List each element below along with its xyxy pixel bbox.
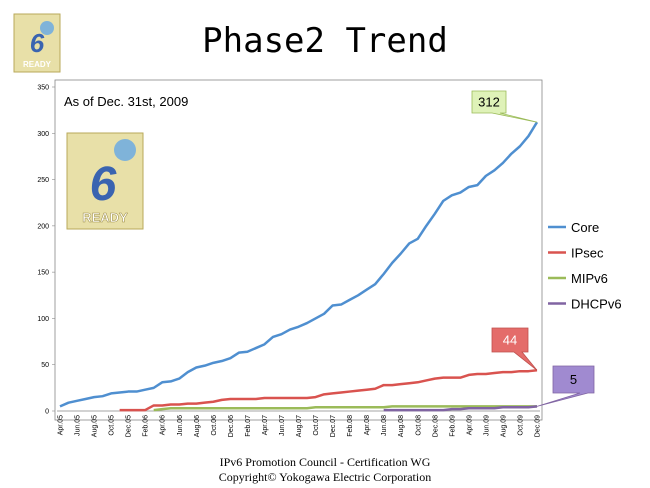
- annotation: As of Dec. 31st, 2009: [64, 94, 188, 109]
- x-tick-label: Jun.09: [483, 415, 490, 436]
- x-tick-label: Feb.09: [449, 415, 456, 437]
- data-label: 312: [478, 95, 500, 110]
- data-label: 5: [570, 372, 577, 387]
- x-tick-label: Aug.05: [92, 415, 99, 437]
- x-tick-label: Apr.05: [58, 415, 65, 435]
- footer-line: Copyright© Yokogawa Electric Corporation: [219, 470, 431, 484]
- x-tick-label: Dec.05: [126, 415, 133, 437]
- x-tick-label: Jun.07: [279, 415, 286, 436]
- chart-frame: [54, 79, 543, 421]
- legend-label: Core: [571, 220, 599, 235]
- x-tick-label: Dec.07: [330, 415, 337, 437]
- x-tick-label: Jun.08: [381, 415, 388, 436]
- legend-label: DHCPv6: [571, 297, 622, 312]
- x-tick-label: Oct.07: [313, 415, 320, 436]
- footer-line: IPv6 Promotion Council - Certification W…: [220, 455, 431, 469]
- y-tick-label: 0: [45, 409, 49, 416]
- x-tick-label: Feb.06: [143, 415, 150, 437]
- callout-box: [536, 365, 595, 407]
- series-line: [153, 405, 537, 412]
- y-tick-label: 300: [37, 131, 49, 138]
- x-tick-label: Oct.08: [415, 415, 422, 436]
- x-tick-label: Feb.08: [347, 415, 354, 437]
- x-tick-label: Oct.09: [517, 415, 524, 436]
- x-tick-label: Aug.09: [500, 415, 507, 437]
- x-tick-label: Oct.06: [211, 415, 218, 436]
- series-line: [383, 405, 538, 412]
- x-tick-label: Dec.09: [535, 415, 542, 437]
- logo-text: READY: [23, 60, 52, 69]
- data-label: 44: [503, 333, 517, 348]
- logo-globe: [114, 139, 136, 161]
- x-tick-label: Oct.05: [109, 415, 116, 436]
- legend-label: IPsec: [571, 246, 604, 261]
- logo-text: READY: [82, 210, 128, 225]
- series-line: [119, 369, 538, 412]
- y-tick-label: 100: [37, 316, 49, 323]
- y-tick-label: 250: [37, 177, 49, 184]
- x-tick-label: Aug.08: [398, 415, 405, 437]
- x-tick-label: Feb.07: [245, 415, 252, 437]
- y-tick-label: 200: [37, 223, 49, 230]
- x-tick-label: Jun.06: [177, 415, 184, 436]
- chart-logo: 6 READY: [66, 132, 144, 230]
- y-tick-label: 350: [37, 85, 49, 92]
- callout-box: [491, 327, 538, 371]
- x-tick-label: Dec.06: [228, 415, 235, 437]
- y-tick-label: 50: [41, 362, 49, 369]
- legend-label: MIPv6: [571, 271, 608, 286]
- x-tick-label: Dec.08: [432, 415, 439, 437]
- callout-box: [471, 90, 538, 123]
- x-tick-label: Aug.07: [296, 415, 303, 437]
- x-tick-label: Apr.07: [262, 415, 269, 435]
- top-logo: 6 READY: [13, 13, 61, 73]
- x-tick-label: Apr.09: [466, 415, 473, 435]
- series-line: [59, 121, 539, 408]
- x-tick-label: Apr.06: [160, 415, 167, 435]
- x-tick-label: Jun.05: [75, 415, 82, 436]
- logo-mark: 6: [30, 28, 45, 58]
- x-tick-label: Apr.08: [364, 415, 371, 435]
- y-tick-label: 150: [37, 270, 49, 277]
- x-tick-label: Aug.06: [194, 415, 201, 437]
- logo-globe: [40, 21, 54, 35]
- chart-title: Phase2 Trend: [202, 21, 448, 61]
- logo-mark: 6: [90, 158, 117, 211]
